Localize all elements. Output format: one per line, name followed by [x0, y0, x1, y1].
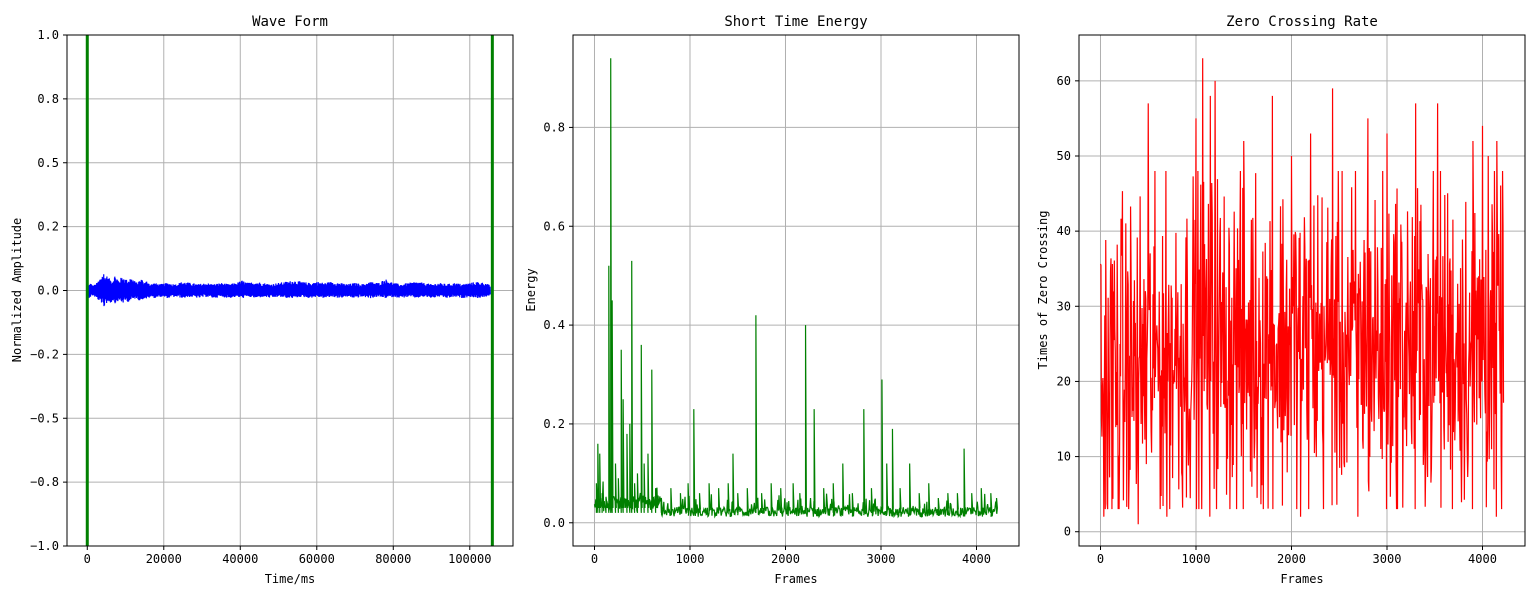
zcr-ytick-label: 30 [1057, 299, 1071, 313]
energy-xtick-label: 4000 [962, 552, 991, 566]
zcr-ticks: 0 1000 2000 3000 4000 0 10 20 30 40 50 60 [1057, 74, 1497, 566]
zcr-title: Zero Crossing Rate [1226, 14, 1378, 30]
waveform-ytick-label: 0.8 [37, 92, 59, 106]
energy-xtick-label: 3000 [867, 552, 896, 566]
waveform-series-line [87, 274, 491, 307]
zcr-ytick-label: 20 [1057, 374, 1071, 388]
waveform-panel: Wave Form 0 20000 40000 60000 80000 100000 −1.… [10, 14, 514, 586]
zcr-xtick-label: 0 [1097, 552, 1104, 566]
energy-panel: Short Time Energy 0 1000 2000 3000 4000 0.0 0.… [524, 14, 1020, 586]
zcr-xtick-label: 1000 [1182, 552, 1211, 566]
waveform-ytick-label: 0.5 [37, 156, 59, 170]
energy-ylabel: Energy [524, 268, 538, 311]
energy-axes-frame [572, 34, 1020, 547]
energy-ytick-label: 0.4 [543, 318, 565, 332]
waveform-xtick-label: 0 [84, 552, 91, 566]
waveform-ytick-label: 0.0 [37, 284, 59, 298]
waveform-xtick-label: 100000 [448, 552, 491, 566]
zcr-ytick-label: 0 [1064, 525, 1071, 539]
waveform-xtick-label: 60000 [299, 552, 335, 566]
waveform-ylabel: Normalized Amplitude [10, 218, 24, 363]
waveform-ytick-label: 1.0 [37, 28, 59, 42]
waveform-plot-area [85, 35, 494, 546]
waveform-ytick-label: −1.0 [30, 539, 59, 553]
zcr-axes-frame [1078, 34, 1526, 547]
zcr-plot-area [1099, 58, 1505, 525]
zcr-ytick-label: 50 [1057, 149, 1071, 163]
energy-ytick-label: 0.6 [543, 219, 565, 233]
energy-xtick-label: 1000 [676, 552, 705, 566]
zcr-xtick-label: 2000 [1277, 552, 1306, 566]
waveform-ytick-label: −0.5 [30, 411, 59, 425]
waveform-xtick-label: 20000 [146, 552, 182, 566]
zcr-xlabel: Frames [1280, 572, 1323, 586]
zcr-xtick-label: 3000 [1373, 552, 1402, 566]
energy-xtick-label: 0 [591, 552, 598, 566]
energy-ytick-label: 0.8 [543, 120, 565, 134]
energy-ytick-label: 0.0 [543, 516, 565, 530]
waveform-ytick-label: 0.2 [37, 220, 59, 234]
energy-ticks: 0 1000 2000 3000 4000 0.0 0.2 0.4 0.6 0.8 [543, 120, 991, 566]
zcr-ytick-label: 40 [1057, 224, 1071, 238]
waveform-xlabel: Time/ms [265, 572, 316, 586]
energy-plot-area [593, 58, 998, 519]
waveform-ytick-label: −0.8 [30, 475, 59, 489]
waveform-xtick-label: 80000 [375, 552, 411, 566]
waveform-ticks: 0 20000 40000 60000 80000 100000 −1.0 −0.8 −0.5 −… [30, 28, 491, 566]
zcr-xtick-label: 4000 [1468, 552, 1497, 566]
energy-xtick-label: 2000 [771, 552, 800, 566]
zcr-ytick-label: 10 [1057, 450, 1071, 464]
zcr-panel: Zero Crossing Rate 0 1000 2000 3000 4000 0 10 2… [1036, 14, 1526, 586]
energy-title: Short Time Energy [724, 14, 867, 30]
waveform-title: Wave Form [252, 14, 328, 30]
zcr-ytick-label: 60 [1057, 74, 1071, 88]
energy-series-line [593, 58, 998, 519]
zcr-ylabel: Times of Zero Crossing [1036, 211, 1050, 370]
zcr-series-line [1099, 58, 1505, 525]
waveform-ytick-label: −0.2 [30, 347, 59, 361]
waveform-xtick-label: 40000 [222, 552, 258, 566]
energy-grid [573, 35, 1019, 546]
energy-ytick-label: 0.2 [543, 417, 565, 431]
energy-xlabel: Frames [774, 572, 817, 586]
